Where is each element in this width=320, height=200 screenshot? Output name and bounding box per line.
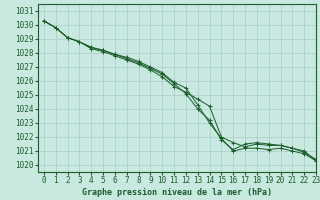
X-axis label: Graphe pression niveau de la mer (hPa): Graphe pression niveau de la mer (hPa) (82, 188, 272, 197)
